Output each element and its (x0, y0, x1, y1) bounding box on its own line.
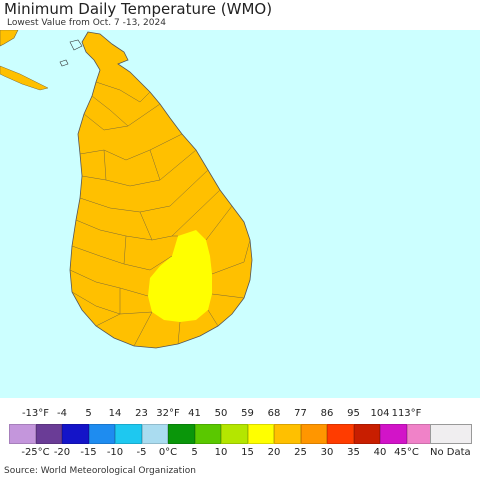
no-data-label: No Data (430, 447, 471, 458)
legend-swatch (35, 424, 62, 444)
fahrenheit-tick-row: -13°F -4 5 14 23 32°F 41 50 59 68 77 86 95 104 113°F (0, 408, 480, 420)
map-subtitle: Lowest Value from Oct. 7 -13, 2024 (7, 18, 166, 28)
temperature-legend: -13°F -4 5 14 23 32°F 41 50 59 68 77 86 95 104 113°F -… (0, 404, 480, 464)
celsius-tick-label: 40 (373, 447, 387, 458)
legend-swatch (247, 424, 274, 444)
legend-swatch (300, 424, 327, 444)
fahrenheit-tick-label: 68 (267, 408, 281, 419)
celsius-tick-label: -20 (53, 447, 71, 458)
celsius-tick-label: 35 (347, 447, 360, 458)
legend-swatch (9, 424, 36, 444)
legend-swatch (62, 424, 89, 444)
legend-swatch (168, 424, 195, 444)
district-borders (69, 81, 251, 347)
celsius-tick-label: 5 (191, 447, 198, 458)
fahrenheit-tick-label: 5 (85, 408, 92, 419)
legend-swatch (380, 424, 407, 444)
legend-swatch (221, 424, 248, 444)
color-scale-bar (9, 424, 433, 444)
temperature-map (0, 30, 480, 398)
fahrenheit-tick-label: 95 (347, 408, 360, 419)
celsius-tick-row: -25°C -20 -15 -10 -5 0°C 5 10 15 20 25 30 35 40 45°C (0, 447, 480, 459)
north-islet (59, 59, 69, 67)
india-coast-islet (0, 65, 49, 91)
fahrenheit-tick-label: 32°F (156, 408, 180, 419)
fahrenheit-tick-label: 113°F (391, 408, 422, 419)
fahrenheit-tick-label: 77 (294, 408, 307, 419)
fahrenheit-tick-label: -4 (57, 408, 67, 419)
celsius-tick-label: 0°C (158, 447, 178, 458)
fahrenheit-tick-label: 59 (241, 408, 254, 419)
legend-swatch (141, 424, 168, 444)
jaffna-island (69, 39, 83, 51)
warm-zone (148, 230, 212, 322)
fahrenheit-tick-label: 23 (135, 408, 148, 419)
no-data-swatch (430, 424, 472, 444)
celsius-tick-label: -15 (80, 447, 97, 458)
india-coast (0, 30, 19, 47)
celsius-tick-label: 15 (241, 447, 254, 458)
legend-swatch (88, 424, 115, 444)
source-credit: Source: World Meteorological Organizatio… (4, 466, 196, 476)
legend-swatch (194, 424, 221, 444)
fahrenheit-tick-label: 50 (214, 408, 228, 419)
celsius-tick-label: 30 (320, 447, 334, 458)
celsius-tick-label: -25°C (21, 447, 50, 458)
fahrenheit-tick-label: 14 (108, 408, 122, 419)
legend-swatch (115, 424, 142, 444)
celsius-tick-label: 25 (294, 447, 307, 458)
fahrenheit-tick-label: 86 (320, 408, 334, 419)
legend-swatch (353, 424, 380, 444)
celsius-tick-label: 20 (267, 447, 281, 458)
sea-area (0, 30, 480, 398)
fahrenheit-tick-label: 41 (188, 408, 201, 419)
celsius-tick-label: 10 (214, 447, 228, 458)
map-title: Minimum Daily Temperature (WMO) (4, 0, 273, 18)
legend-swatch (274, 424, 301, 444)
celsius-tick-label: -10 (106, 447, 124, 458)
legend-swatch (327, 424, 354, 444)
fahrenheit-tick-label: 104 (370, 408, 390, 419)
fahrenheit-tick-label: -13°F (21, 408, 50, 419)
celsius-tick-label: -5 (136, 447, 147, 458)
celsius-tick-label: 45°C (394, 447, 419, 458)
